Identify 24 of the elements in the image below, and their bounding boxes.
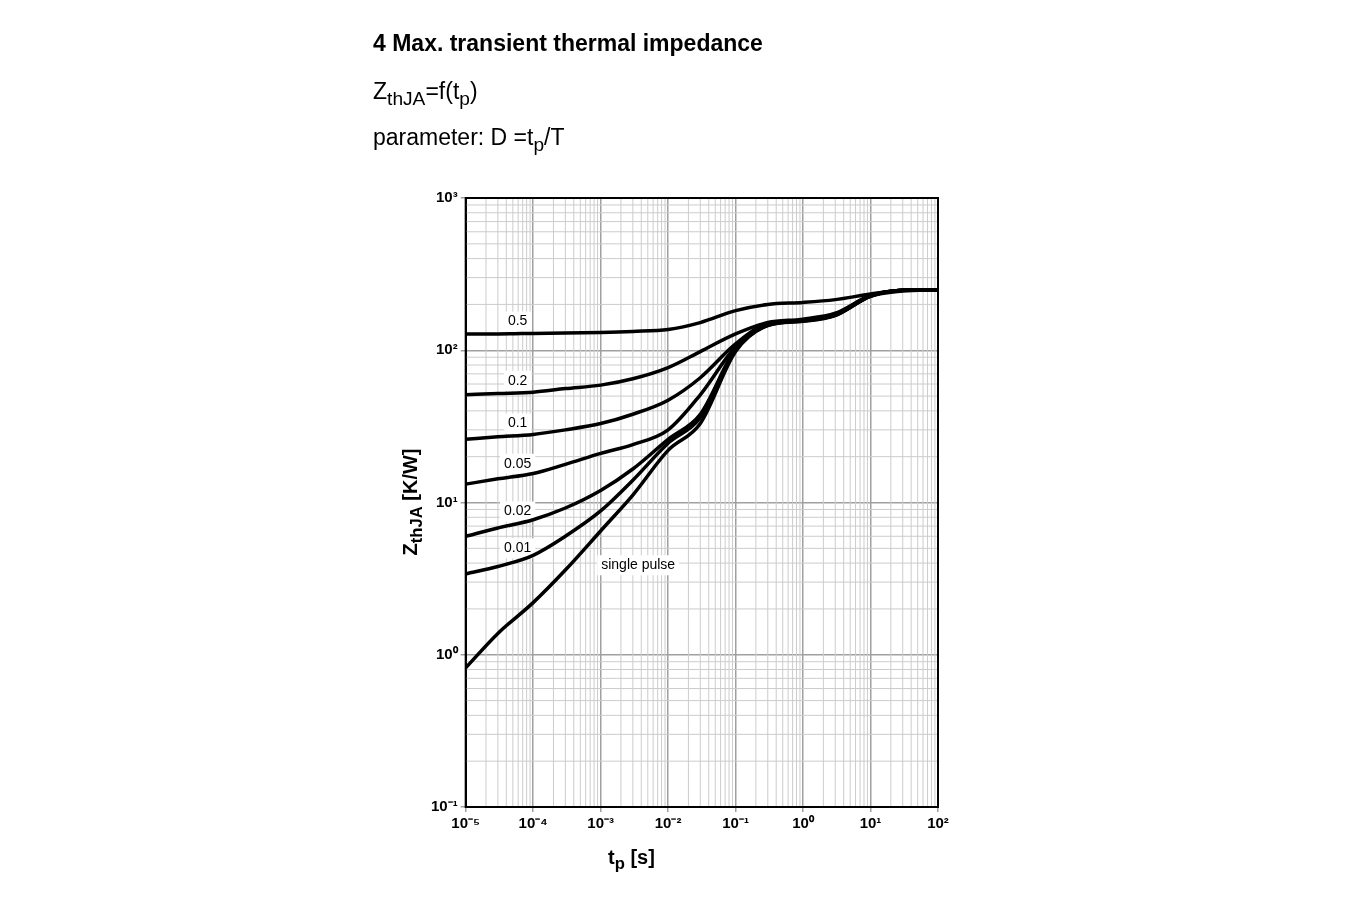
- series-label: single pulse: [601, 556, 676, 573]
- y-tick-label: 10²: [435, 340, 458, 358]
- series-label: 0.5: [507, 312, 528, 329]
- x-tick-label: 10⁻¹: [722, 814, 749, 832]
- series-label: 0.05: [504, 454, 532, 471]
- x-tick-label: 10²: [927, 814, 949, 832]
- x-tick-label: 10⁻⁴: [518, 814, 548, 832]
- series-label: 0.02: [504, 502, 532, 519]
- x-tick-label: 10⁻²: [654, 814, 682, 832]
- series-label: 0.01: [504, 539, 532, 556]
- y-tick-label: 10⁰: [435, 644, 459, 662]
- y-tick-label: 10³: [435, 188, 458, 206]
- series-label: 0.2: [507, 371, 528, 388]
- x-axis-title: t$_{p}$ [s]: [608, 846, 655, 874]
- chart-subtitle: Z$_{thJA}$=f(t$_{p}$): [373, 78, 478, 110]
- series-label: 0.1: [507, 414, 528, 431]
- x-tick-label: 10⁰: [792, 814, 815, 832]
- y-tick-label: 10⁻¹: [430, 797, 458, 815]
- x-tick-label: 10⁻⁵: [451, 814, 481, 832]
- text: parameter: D =t$_{p}$/T: [373, 124, 565, 156]
- chart-title: 4 Max. transient thermal impedance: [373, 30, 763, 57]
- y-tick-label: 10¹: [435, 492, 458, 510]
- x-tick-label: 10¹: [859, 814, 882, 832]
- x-tick-label: 10⁻³: [587, 814, 614, 832]
